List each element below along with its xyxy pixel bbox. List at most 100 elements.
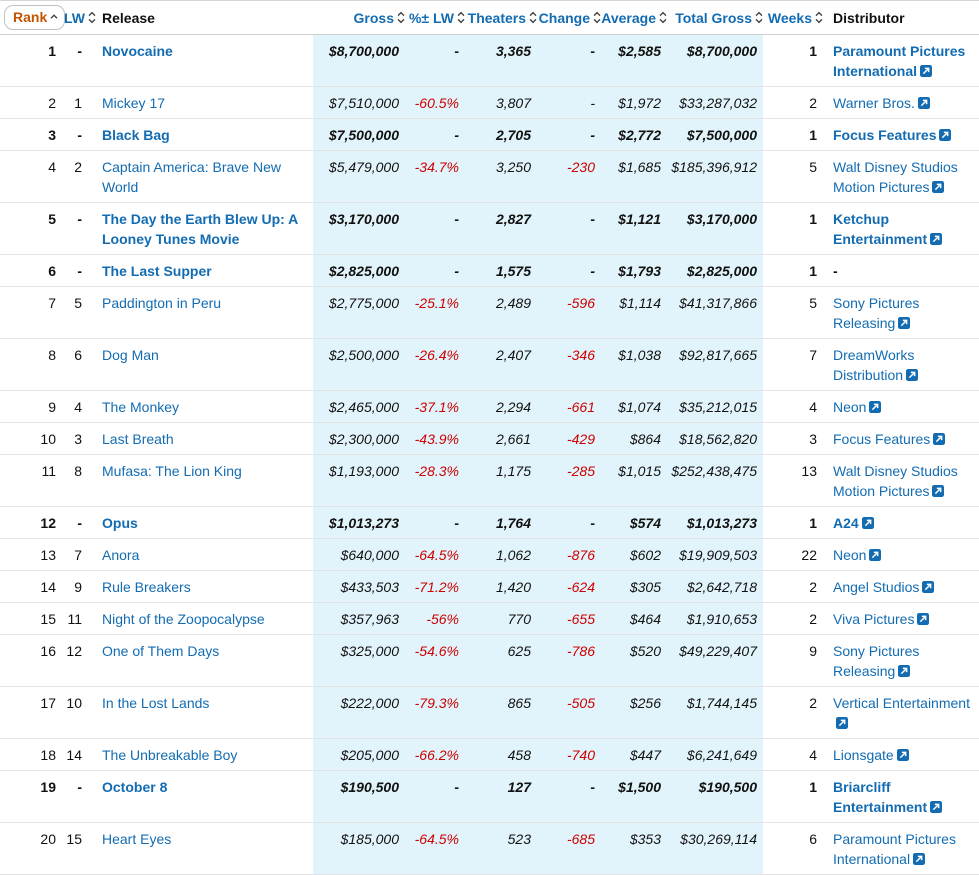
release-link[interactable]: Last Breath [102,431,174,447]
column-header-gross[interactable]: Gross [313,0,405,35]
column-header-lw[interactable]: LW [62,0,96,35]
column-header-weeks[interactable]: Weeks [763,0,823,35]
gross-cell: $190,500 [313,770,405,823]
gross-cell: $185,000 [313,822,405,875]
release-link[interactable]: In the Lost Lands [102,695,210,711]
sort-both-icon [88,11,96,23]
theaters-cell: 2,294 [465,390,537,423]
weeks-cell: 1 [809,779,817,795]
release-link[interactable]: Dog Man [102,347,159,363]
theater-change-cell: - [537,86,601,119]
rank-cell: 2 [48,95,56,111]
total-gross-cell: $185,396,912 [667,150,763,203]
release-link[interactable]: Mufasa: The Lion King [102,463,242,479]
release-link[interactable]: October 8 [102,779,168,795]
column-header-change[interactable]: Change [537,0,601,35]
external-link-icon [861,517,874,529]
weeks-cell: 22 [801,547,817,563]
total-gross-cell: $6,241,649 [667,738,763,771]
last-week-cell: - [77,211,82,227]
rank-cell: 13 [40,547,56,563]
table-row: 1- Novocaine $8,700,000-3,365- $2,585 $8,700… [0,34,979,87]
gross-cell: $325,000 [313,634,405,687]
release-link[interactable]: The Unbreakable Boy [102,747,238,763]
release-cell: Novocaine [96,35,313,87]
percent-change-cell: - [405,118,465,151]
percent-change-cell: - [405,202,465,255]
external-link-icon [869,401,882,413]
gross-cell: $433,503 [313,570,405,603]
distributor-link[interactable]: Angel Studios [833,579,920,595]
distributor-link[interactable]: Ketchup Entertainment [833,211,928,247]
column-header-average[interactable]: Average [601,0,667,35]
distributor-link[interactable]: Focus Features [833,431,931,447]
distributor-link[interactable]: Focus Features [833,127,937,143]
distributor-link[interactable]: Sony Pictures Releasing [833,643,920,679]
release-link[interactable]: Opus [102,515,138,531]
distributor-link[interactable]: Neon [833,547,867,563]
release-link[interactable]: The Monkey [102,399,180,415]
distributor-link[interactable]: Walt Disney Studios Motion Pictures [833,159,958,195]
release-link[interactable]: Mickey 17 [102,95,166,111]
rank-cell: 10 [40,431,56,447]
release-link[interactable]: Heart Eyes [102,831,172,847]
table-row: 8 6 Dog Man $2,500,000 -26.4% 2,407 -346 $1,038… [0,338,979,391]
average-cell: $574 [601,506,667,539]
release-link[interactable]: One of Them Days [102,643,220,659]
release-link[interactable]: Captain America: Brave New World [102,159,281,195]
distributor-link[interactable]: Viva Pictures [833,611,915,627]
rank-sort-pill[interactable]: Rank [4,5,66,30]
column-header-total_gross[interactable]: Total Gross [667,0,763,35]
percent-change-cell: - [405,770,465,823]
release-link[interactable]: Rule Breakers [102,579,191,595]
distributor-link[interactable]: Vertical Entertainment [833,695,970,711]
distributor-link[interactable]: Sony Pictures Releasing [833,295,920,331]
weeks-cell: 5 [809,159,817,175]
release-link[interactable]: Paddington in Peru [102,295,222,311]
distributor-link[interactable]: Briarcliff Entertainment [833,779,928,815]
theaters-cell: 2,407 [465,338,537,391]
distributor-link[interactable]: Paramount Pictures International [833,831,956,867]
rank-cell: 11 [41,463,56,479]
theaters-cell: 523 [465,822,537,875]
distributor-link[interactable]: Neon [833,399,867,415]
column-header-pct_lw[interactable]: %± LW [405,0,465,35]
release-link[interactable]: The Last Supper [102,263,212,279]
release-cell: Rule Breakers [96,571,313,603]
total-gross-cell: $49,229,407 [667,634,763,687]
distributor-link[interactable]: Walt Disney Studios Motion Pictures [833,463,958,499]
percent-change-cell: -43.9% [405,422,465,455]
rank-cell: 20 [40,831,56,847]
release-link[interactable]: Anora [102,547,140,563]
theaters-cell: 2,705 [465,118,537,151]
distributor-link[interactable]: Paramount Pictures International [833,43,966,79]
distributor-link[interactable]: DreamWorks Distribution [833,347,915,383]
release-link[interactable]: Novocaine [102,43,173,59]
column-label: Weeks [767,9,812,26]
release-link[interactable]: The Day the Earth Blew Up: A Looney Tune… [102,211,298,247]
last-week-cell: 12 [66,643,82,659]
rank-cell: 8 [48,347,56,363]
average-cell: $602 [601,538,667,571]
theater-change-cell: -429 [537,422,601,455]
theaters-cell: 1,175 [465,454,537,507]
release-link[interactable]: Black Bag [102,127,170,143]
average-cell: $1,500 [601,770,667,823]
theaters-cell: 1,764 [465,506,537,539]
rank-cell: 12 [40,515,56,531]
average-cell: $1,015 [601,454,667,507]
distributor-cell: Ketchup Entertainment [823,203,979,255]
distributor-cell: Angel Studios [823,571,979,603]
distributor-link[interactable]: A24 [833,515,859,531]
table-header: Rank LW Release Gross %± LW Theaters Change Ave… [0,0,979,35]
table-row: 7 5 Paddington in Peru $2,775,000 -25.1% 2,48… [0,286,979,339]
release-link[interactable]: Night of the Zoopocalypse [102,611,265,627]
column-header-rank[interactable]: Rank [0,0,66,35]
theater-change-cell: -685 [537,822,601,875]
theater-change-cell: -285 [537,454,601,507]
distributor-link[interactable]: Lionsgate [833,747,894,763]
distributor-link[interactable]: Warner Bros. [833,95,915,111]
total-gross-cell: $1,013,273 [667,506,763,539]
column-header-theaters[interactable]: Theaters [465,0,537,35]
last-week-cell: - [77,43,82,59]
